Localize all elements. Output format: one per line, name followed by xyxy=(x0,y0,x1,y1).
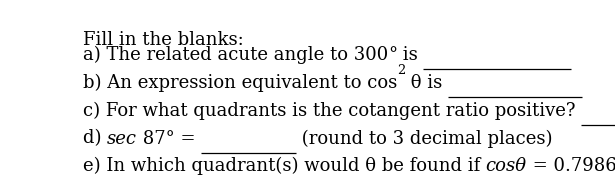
Text: 2: 2 xyxy=(397,64,405,77)
Text: (round to 3 decimal places): (round to 3 decimal places) xyxy=(296,129,553,148)
Text: °: ° xyxy=(388,46,397,64)
Text: 87° =: 87° = xyxy=(137,130,201,148)
Text: a) The related acute angle to 300: a) The related acute angle to 300 xyxy=(82,45,388,64)
Text: sec: sec xyxy=(107,130,137,148)
Text: d): d) xyxy=(82,130,107,148)
Text: c) For what quadrants is the cotangent ratio positive?: c) For what quadrants is the cotangent r… xyxy=(82,101,581,120)
Text: e) In which quadrant(s) would θ be found if: e) In which quadrant(s) would θ be found… xyxy=(82,157,486,175)
Text: b) An expression equivalent to cos: b) An expression equivalent to cos xyxy=(82,74,397,92)
Text: is: is xyxy=(397,46,424,64)
Text: cosθ: cosθ xyxy=(486,157,526,175)
Text: θ is: θ is xyxy=(405,74,448,92)
Text: = 0.7986: = 0.7986 xyxy=(526,157,615,175)
Text: Fill in the blanks:: Fill in the blanks: xyxy=(82,31,244,49)
